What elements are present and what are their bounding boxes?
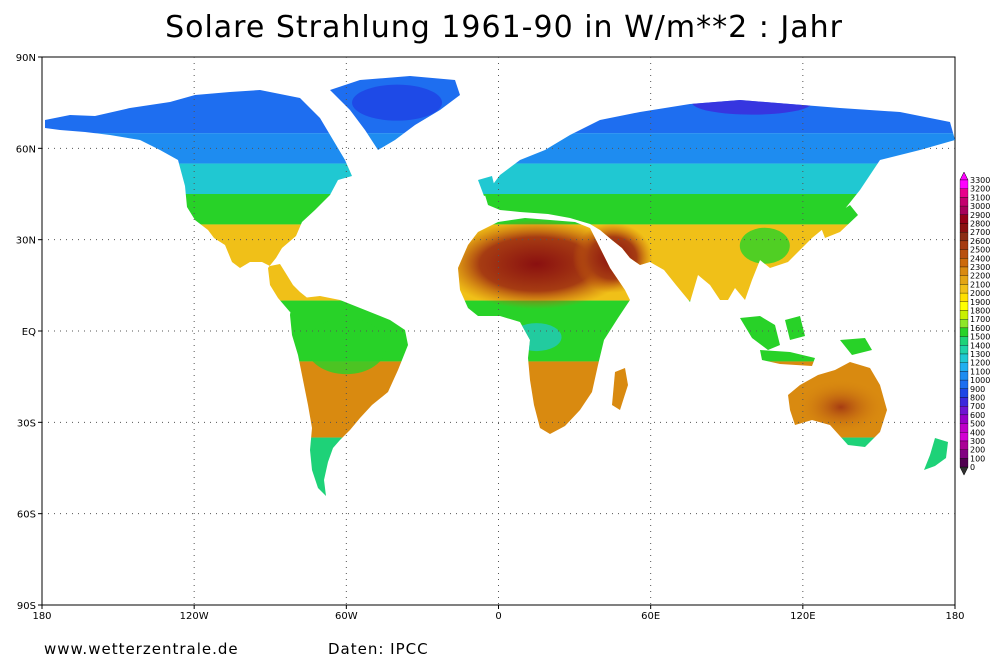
colorbar-label: 800 — [970, 394, 985, 403]
colorbar-swatch — [959, 345, 969, 355]
colorbar-swatch — [959, 336, 969, 346]
china-region — [739, 227, 790, 264]
gridlines — [42, 57, 955, 605]
colorbar-label: 3000 — [970, 202, 990, 211]
colorbar-swatch — [959, 432, 969, 442]
colorbar-swatch — [959, 423, 969, 433]
y-tick-label: 90N — [16, 53, 36, 64]
colorbar-label: 2200 — [970, 272, 990, 281]
colorbar-swatch — [959, 223, 969, 233]
colorbar-label: 900 — [970, 385, 985, 394]
colorbar-label: 1700 — [970, 315, 990, 324]
colorbar-label: 3300 — [970, 176, 990, 185]
colorbar-swatch — [959, 275, 969, 285]
colorbar-label: 2400 — [970, 254, 990, 263]
colorbar-label: 2800 — [970, 220, 990, 229]
colorbar-swatch — [959, 379, 969, 389]
y-tick-label: 90S — [17, 601, 36, 612]
colorbar-label: 500 — [970, 420, 985, 429]
colorbar-label: 2700 — [970, 228, 990, 237]
x-tick-label: 0 — [495, 611, 501, 622]
y-tick-label: EQ — [22, 327, 36, 338]
y-tick-label: 30S — [17, 418, 36, 429]
colorbar-label: 2300 — [970, 263, 990, 272]
colorbar-label: 2900 — [970, 211, 990, 220]
greenland-region — [352, 84, 443, 121]
colorbar-label: 3100 — [970, 193, 990, 202]
colorbar-swatch — [959, 205, 969, 215]
australia-hotspot — [795, 379, 886, 436]
colorbar-label: 1600 — [970, 324, 990, 333]
x-axis-ticks: 180 120W 60W 0 60E 120E 180 — [32, 605, 965, 622]
amazon-region — [306, 318, 387, 375]
x-tick-label: 120E — [790, 611, 815, 622]
colorbar-label: 200 — [970, 446, 985, 455]
x-tick-label: 180 — [945, 611, 964, 622]
x-tick-label: 120W — [180, 611, 209, 622]
colorbar-swatch — [959, 249, 969, 259]
colorbar-swatch — [959, 188, 969, 198]
colorbar-label: 1800 — [970, 307, 990, 316]
colorbar-label: 1500 — [970, 333, 990, 342]
colorbar-swatch — [959, 310, 969, 320]
x-tick-label: 180 — [32, 611, 51, 622]
footer-website: www.wetterzentrale.de — [44, 640, 239, 658]
colorbar-label: 3200 — [970, 185, 990, 194]
colorbar-top-arrow — [959, 171, 969, 181]
colorbar-label: 0 — [970, 463, 975, 472]
x-tick-label: 60W — [335, 611, 358, 622]
colorbar-bottom-arrow — [959, 466, 969, 476]
colorbar-swatch — [959, 449, 969, 459]
colorbar-label: 1000 — [970, 376, 990, 385]
colorbar-label: 1200 — [970, 359, 990, 368]
colorbar-label: 1100 — [970, 367, 990, 376]
colorbar-swatch — [959, 292, 969, 302]
colorbar-label: 1400 — [970, 341, 990, 350]
colorbar-label: 2100 — [970, 280, 990, 289]
colorbar-label: 2600 — [970, 237, 990, 246]
colorbar-swatch — [959, 197, 969, 207]
footer-data-credit: Daten: IPCC — [328, 640, 429, 658]
colorbar-label: 300 — [970, 437, 985, 446]
colorbar-swatch — [959, 362, 969, 372]
y-tick-label: 60S — [17, 510, 36, 521]
colorbar-label: 100 — [970, 454, 985, 463]
colorbar-label: 700 — [970, 402, 985, 411]
colorbar-swatch — [959, 258, 969, 268]
colorbar-swatch — [959, 440, 969, 450]
colorbar-swatch — [959, 406, 969, 416]
colorbar-label: 600 — [970, 411, 985, 420]
colorbar-label: 2000 — [970, 289, 990, 298]
y-tick-label: 30N — [16, 236, 36, 247]
colorbar-swatch — [959, 327, 969, 337]
colorbar: 3300320031003000290028002700260025002400… — [959, 171, 990, 476]
colorbar-swatch — [959, 319, 969, 329]
colorbar-label: 1900 — [970, 298, 990, 307]
colorbar-swatch — [959, 232, 969, 242]
x-tick-label: 60E — [641, 611, 660, 622]
colorbar-swatch — [959, 397, 969, 407]
colorbar-swatch — [959, 301, 969, 311]
colorbar-swatch — [959, 353, 969, 363]
colorbar-swatch — [959, 388, 969, 398]
colorbar-label: 400 — [970, 428, 985, 437]
colorbar-swatch — [959, 458, 969, 468]
colorbar-swatch — [959, 371, 969, 381]
y-tick-label: 60N — [16, 144, 36, 155]
colorbar-swatch — [959, 179, 969, 189]
colorbar-label: 2500 — [970, 246, 990, 255]
colorbar-swatch — [959, 240, 969, 250]
colorbar-swatch — [959, 266, 969, 276]
map-title: Solare Strahlung 1961-90 in W/m**2 : Jah… — [165, 10, 843, 45]
colorbar-swatch — [959, 214, 969, 224]
y-axis-ticks: 90N 60N 30N EQ 30S 60S 90S — [16, 53, 42, 612]
colorbar-swatch — [959, 284, 969, 294]
colorbar-label: 1300 — [970, 350, 990, 359]
colorbar-swatch — [959, 414, 969, 424]
